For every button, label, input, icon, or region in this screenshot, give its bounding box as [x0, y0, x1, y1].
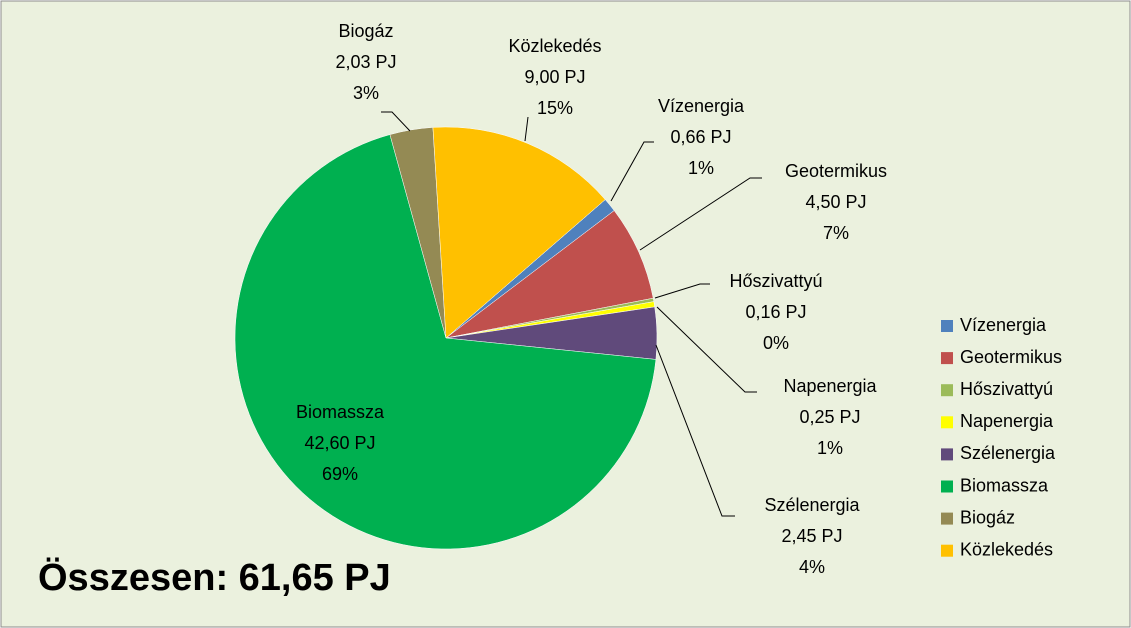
leader-line [656, 306, 757, 393]
slice-label: Biogáz [338, 21, 393, 41]
leader-line [381, 111, 411, 132]
percent-label: 0% [763, 333, 789, 353]
slice-label: Geotermikus [785, 161, 887, 181]
legend-swatch [941, 512, 953, 525]
legend-swatch [941, 480, 953, 493]
legend-label: Napenergia [960, 411, 1054, 431]
slice-label: Napenergia [783, 376, 877, 396]
percent-label: 1% [817, 438, 843, 458]
slice-label: Szélenergia [764, 495, 860, 515]
legend-label: Vízenergia [960, 315, 1047, 335]
value-label: 0,66 PJ [670, 127, 731, 147]
leader-line [655, 344, 735, 517]
pie-slice [234, 134, 657, 550]
percent-label: 3% [353, 83, 379, 103]
value-label: 9,00 PJ [524, 67, 585, 87]
percent-label: 15% [537, 98, 573, 118]
value-label: 4,50 PJ [805, 192, 866, 212]
percent-label: 69% [322, 464, 358, 484]
legend-label: Szélenergia [960, 443, 1056, 463]
legend-swatch [941, 320, 953, 332]
pie-slice [432, 126, 606, 339]
legend-swatch [941, 384, 953, 397]
percent-label: 1% [688, 158, 714, 178]
legend-label: Geotermikus [960, 347, 1062, 367]
legend-label: Közlekedés [960, 539, 1053, 559]
slice-label: Hőszivattyú [729, 271, 822, 291]
legend-label: Biogáz [960, 507, 1015, 527]
slice-label: Vízenergia [658, 96, 745, 116]
legend-swatch [941, 544, 953, 557]
value-label: 2,03 PJ [335, 52, 396, 72]
leader-line [610, 141, 654, 202]
slice-label: Közlekedés [508, 36, 601, 56]
legend-label: Hőszivattyú [960, 379, 1053, 399]
percent-label: 7% [823, 223, 849, 243]
leader-line [654, 283, 710, 299]
value-label: 0,16 PJ [745, 302, 806, 322]
percent-label: 4% [799, 557, 825, 577]
leader-line [639, 177, 762, 251]
legend-label: Biomassza [960, 475, 1049, 495]
value-label: 0,25 PJ [799, 407, 860, 427]
legend-swatch [941, 448, 953, 461]
value-label: 2,45 PJ [781, 526, 842, 546]
legend-swatch [941, 352, 953, 365]
leader-line [524, 116, 529, 142]
slice-label: Biomassza [296, 402, 385, 422]
legend-swatch [941, 416, 953, 429]
total-annotation: Összesen: 61,65 PJ [38, 556, 391, 599]
value-label: 42,60 PJ [304, 433, 375, 453]
